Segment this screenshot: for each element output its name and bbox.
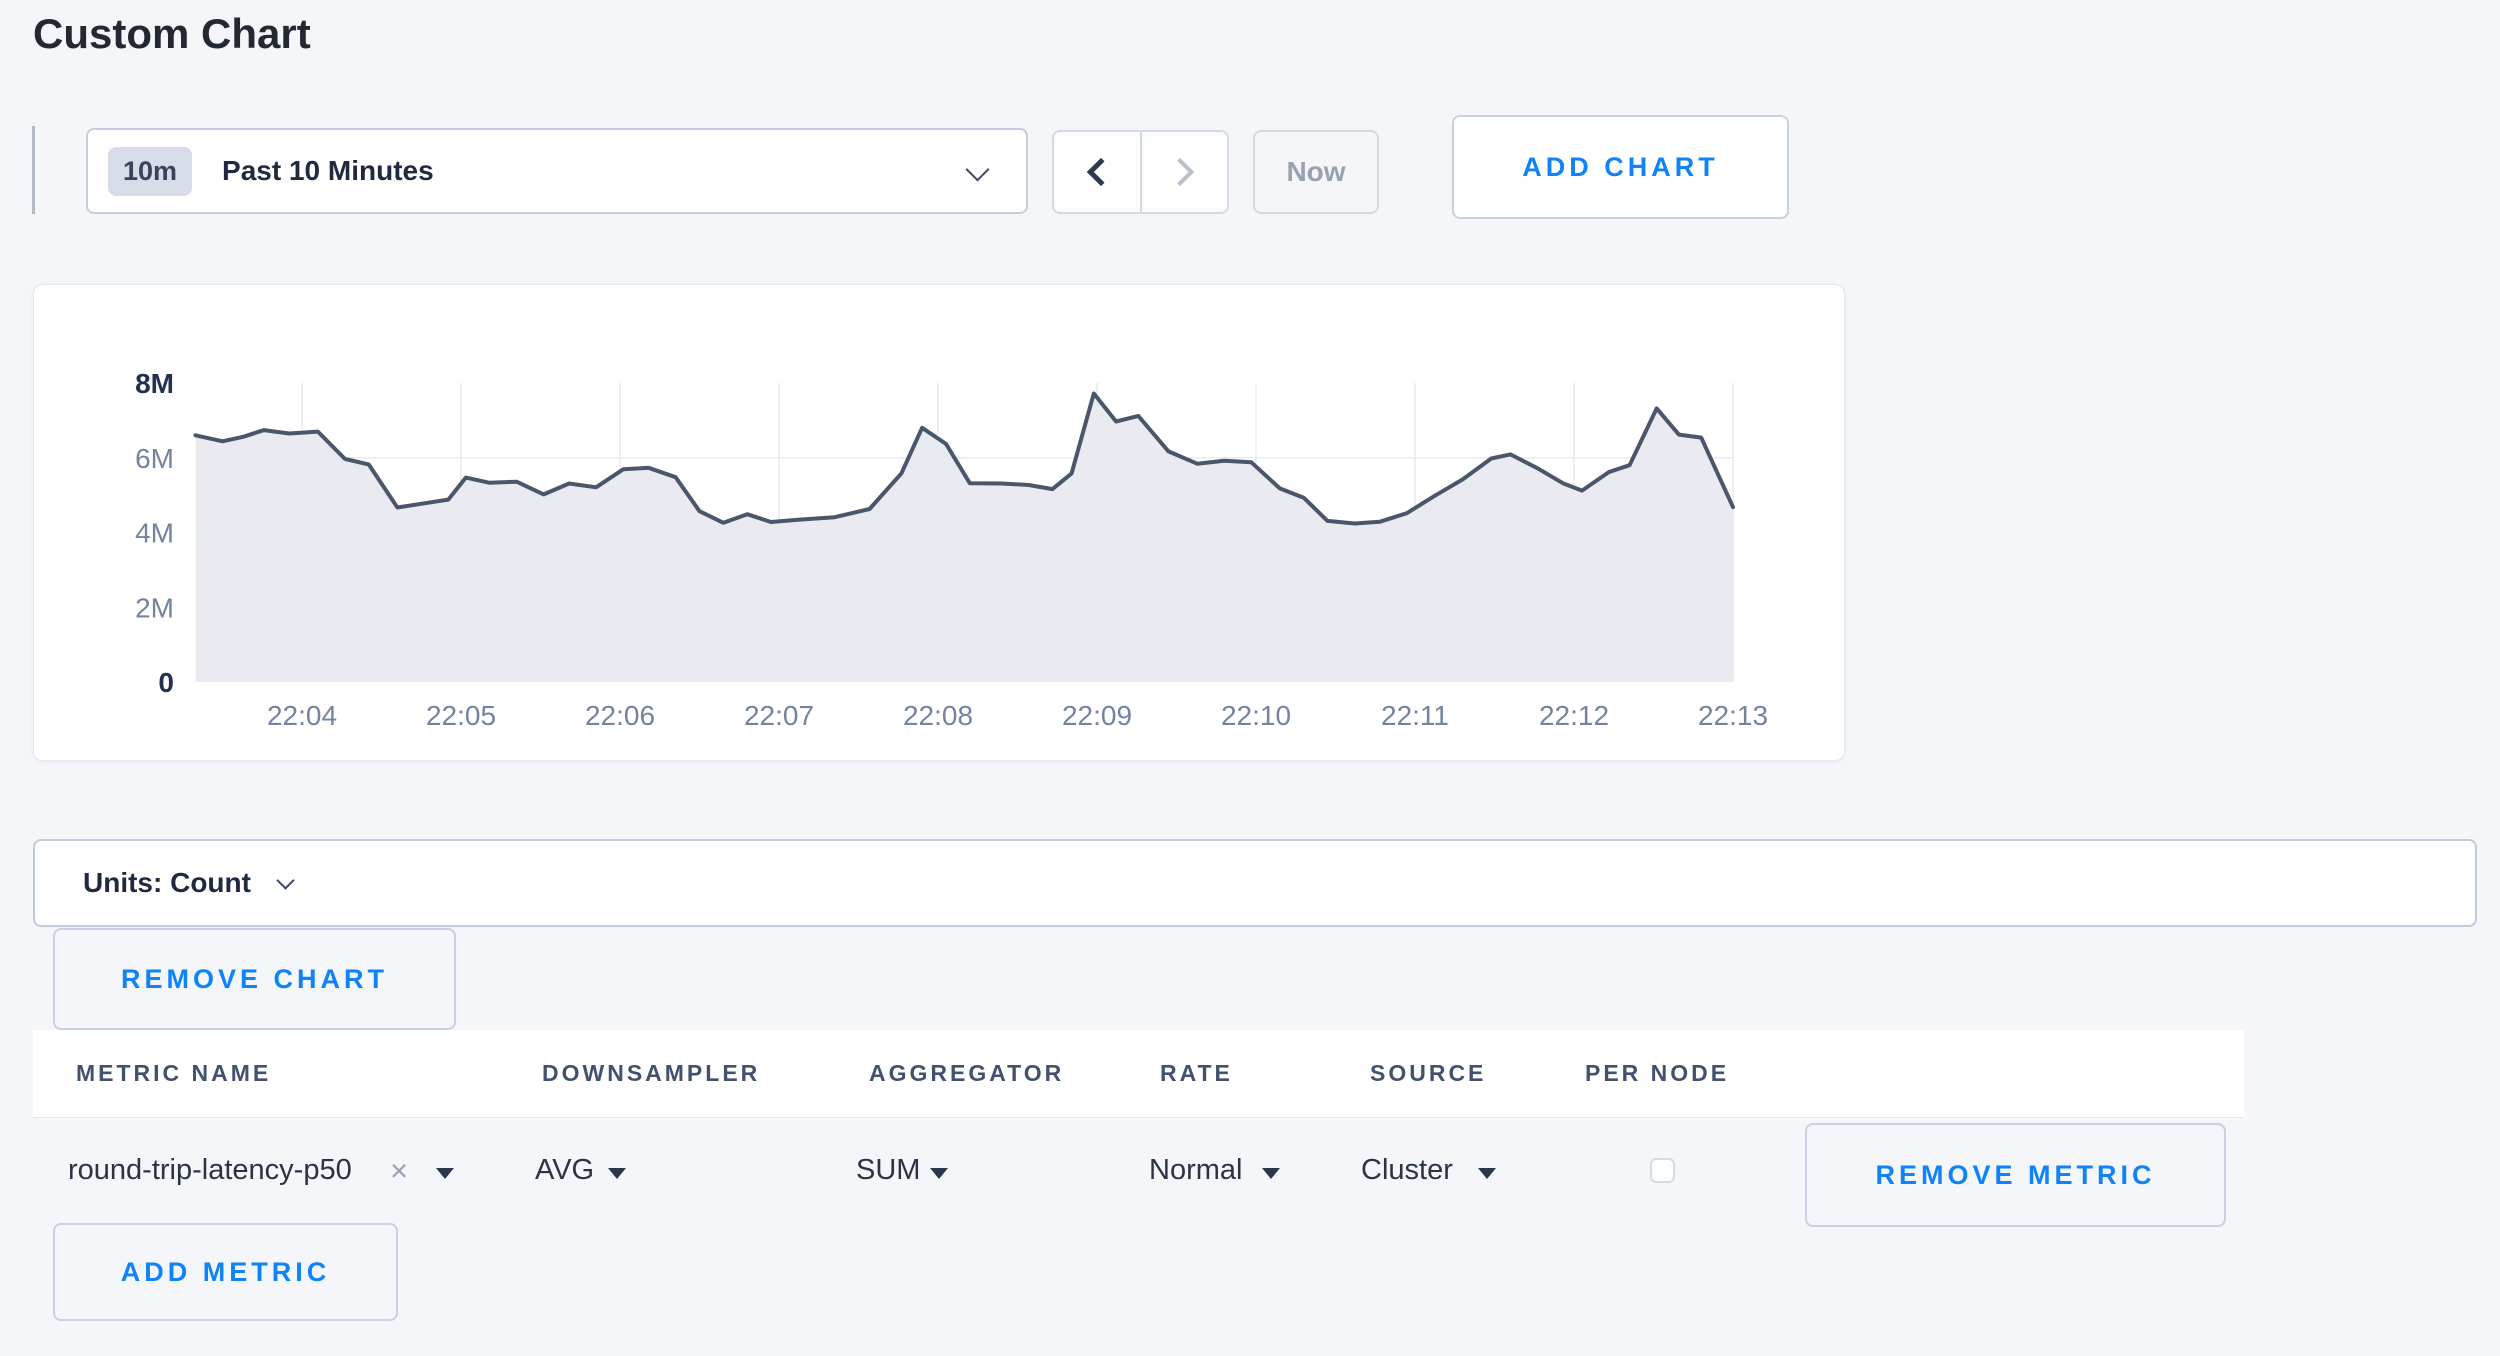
rate-select[interactable]: Normal <box>1149 1154 1243 1186</box>
x-axis-tick-label: 22:09 <box>1062 700 1132 731</box>
chevron-right-icon <box>1166 157 1195 187</box>
metric-row: round-trip-latency-p50 × AVG SUM Normal … <box>33 1118 2244 1230</box>
column-header-aggregator: AGGREGATOR <box>869 1060 1065 1086</box>
x-axis-tick-label: 22:08 <box>903 700 973 731</box>
add-metric-button[interactable]: ADD METRIC <box>53 1223 398 1321</box>
time-range-label: Past 10 Minutes <box>222 155 434 186</box>
now-button[interactable]: Now <box>1253 130 1379 214</box>
x-axis-tick-label: 22:05 <box>426 700 496 731</box>
time-range-badge: 10m <box>108 146 193 196</box>
add-chart-button[interactable]: ADD CHART <box>1452 115 1789 219</box>
chevron-down-icon[interactable] <box>1478 1168 1496 1179</box>
y-axis-tick-label: 8M <box>135 368 174 399</box>
y-axis-tick-label: 4M <box>135 518 174 549</box>
y-axis-tick-label: 6M <box>135 443 174 474</box>
units-label: Units: Count <box>83 867 251 898</box>
x-axis-tick-label: 22:12 <box>1539 700 1609 731</box>
x-axis-tick-label: 22:13 <box>1698 700 1768 731</box>
toolbar-accent-divider <box>32 126 35 214</box>
next-timeframe-button[interactable] <box>1139 132 1228 212</box>
column-header-source: SOURCE <box>1370 1060 1487 1086</box>
previous-timeframe-button[interactable] <box>1054 132 1140 212</box>
column-header-per-node: PER NODE <box>1585 1060 1730 1086</box>
metrics-table-header: METRIC NAME DOWNSAMPLER AGGREGATOR RATE … <box>33 1030 2244 1118</box>
source-select[interactable]: Cluster <box>1361 1154 1453 1186</box>
aggregator-select[interactable]: SUM <box>856 1154 921 1186</box>
series-line <box>193 391 1735 526</box>
units-dropdown[interactable]: Units: Count <box>33 839 2477 927</box>
chart-card: 0 2M 4M 6M 8M 22:04 22:05 22:06 22:07 22:08 22:09 2… <box>33 284 1845 761</box>
downsampler-select[interactable]: AVG <box>535 1154 595 1186</box>
y-axis-tick-label: 0 <box>158 667 174 698</box>
remove-metric-button[interactable]: REMOVE METRIC <box>1805 1123 2226 1227</box>
chevron-down-icon[interactable] <box>1262 1168 1280 1179</box>
close-icon[interactable]: × <box>390 1153 409 1188</box>
x-axis-tick-label: 22:10 <box>1221 700 1291 731</box>
x-axis-tick-label: 22:06 <box>585 700 655 731</box>
chevron-left-icon <box>1086 157 1115 187</box>
column-header-metric-name: METRIC NAME <box>76 1060 272 1086</box>
chevron-down-icon <box>965 157 990 182</box>
column-header-downsampler: DOWNSAMPLER <box>542 1060 761 1086</box>
chevron-down-icon[interactable] <box>930 1168 948 1179</box>
metric-name-value[interactable]: round-trip-latency-p50 <box>68 1154 352 1186</box>
time-range-dropdown[interactable]: 10m Past 10 Minutes <box>86 128 1028 214</box>
series-area <box>195 393 1733 682</box>
y-axis-tick-label: 2M <box>135 592 174 623</box>
x-axis-tick-label: 22:04 <box>267 700 337 731</box>
column-header-rate: RATE <box>1160 1060 1233 1086</box>
page-title: Custom Chart <box>33 10 311 57</box>
time-nav-arrows <box>1052 130 1229 214</box>
x-axis-tick-label: 22:11 <box>1381 700 1449 731</box>
chevron-down-icon[interactable] <box>608 1168 626 1179</box>
per-node-checkbox[interactable] <box>1650 1158 1675 1183</box>
chevron-down-icon[interactable] <box>436 1168 454 1179</box>
x-axis-tick-label: 22:07 <box>744 700 814 731</box>
timeseries-chart[interactable]: 0 2M 4M 6M 8M 22:04 22:05 22:06 22:07 22:08 22:09 2… <box>34 285 1846 762</box>
chevron-down-icon <box>276 870 295 890</box>
remove-chart-button[interactable]: REMOVE CHART <box>53 928 456 1030</box>
